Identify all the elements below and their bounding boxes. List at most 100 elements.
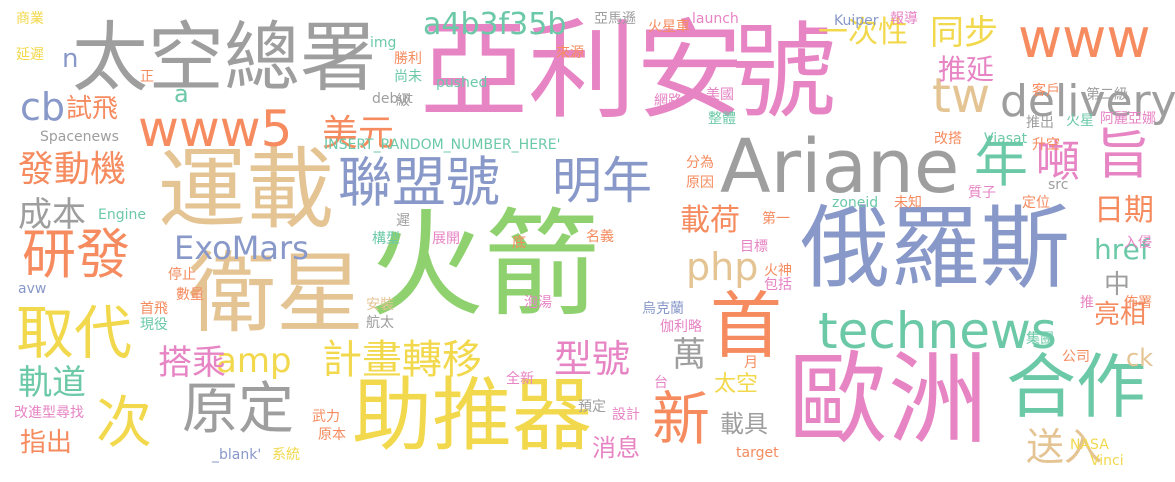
word-gaijinxing: 改進型尋找 [14, 405, 84, 421]
word-jialilue: 伽利略 [660, 319, 702, 335]
word-yuding: 預定 [578, 399, 606, 415]
word-a: a [174, 80, 189, 108]
word-ck: ck [1126, 344, 1154, 372]
word-wan: 萬 [672, 335, 706, 375]
word-liangxiang: 亮相 [1094, 300, 1147, 330]
word-xianyi: 現役 [140, 317, 168, 333]
word-eluosi: 俄羅斯 [800, 196, 1070, 301]
word-weizhi: 未知 [894, 195, 922, 211]
word-yuanyin: 原因 [686, 175, 714, 191]
word-tui: 推 [1080, 295, 1094, 311]
word-laiyuan: 來源 [556, 45, 584, 61]
word-pushed: pushed [436, 75, 488, 91]
word-meiguo: 美國 [706, 87, 734, 103]
word-baokuo: 包括 [764, 277, 792, 293]
word-insert-random: INSERT_RANDOM_NUMBER_HERE' [324, 137, 561, 153]
word-paotang: 泡湯 [524, 295, 552, 311]
word-href: href [1094, 233, 1150, 266]
word-qudai: 取代 [16, 299, 133, 367]
word-avw: avw [18, 281, 47, 297]
word-hezuo: 合作 [1006, 346, 1146, 428]
word-vinci: Vinci [1090, 453, 1124, 469]
word-gouxing: 構型 [372, 231, 400, 247]
word-yamaxun: 亞馬遜 [594, 11, 636, 27]
word-huoxing: 火星 [1066, 113, 1094, 129]
word-www5: www5 [138, 100, 293, 158]
word-tai: 台 [654, 375, 668, 391]
word-zoneid: zoneid [832, 195, 879, 211]
word-tingzhi: 停止 [168, 267, 196, 283]
word-tw: tw [932, 68, 991, 124]
word-blank: _blank' [212, 447, 262, 463]
word-guidao: 軌道 [18, 363, 86, 403]
word-nian: 年 [974, 131, 1028, 194]
word-sheji: 設計 [612, 407, 640, 423]
word-ji: 級 [396, 93, 410, 109]
word-amp: amp [216, 341, 292, 381]
word-xin: 新 [652, 385, 711, 453]
word-n: n [62, 44, 79, 74]
word-xinghao: 型號 [554, 337, 631, 381]
word-tuichu: 推出 [1026, 115, 1054, 131]
word-yuanding: 原定 [182, 377, 294, 442]
word-technews: technews [818, 302, 1057, 360]
word-ariane: Ariane [720, 124, 960, 210]
word-bushu: 佈署 [1124, 295, 1152, 311]
word-dacheng: 搭乘 [158, 343, 226, 383]
word-www: www [1018, 7, 1151, 70]
word-kuiper: Kuiper [834, 13, 879, 29]
word-kehu: 客戶 [1032, 83, 1060, 99]
word-yalian: 亞利安 [420, 9, 745, 134]
word-dingwei: 定位 [1022, 195, 1050, 211]
word-zhong: 中 [1104, 270, 1131, 300]
word-engine: Engine [98, 207, 146, 223]
word-dun: 噸 [1036, 136, 1080, 187]
word-img: img [370, 35, 397, 51]
word-viasat: Viasat [984, 131, 1028, 147]
word-lianmenghao: 聯盟號 [338, 151, 500, 214]
word-launch: launch [692, 11, 739, 27]
word-jihuazhuanyi: 計畫轉移 [322, 337, 482, 383]
word-dierji: 第二級 [1086, 87, 1128, 103]
word-zhi: 旨 [1096, 123, 1150, 186]
word-shoufei: 首飛 [140, 301, 168, 317]
word-alimiyana: 阿麗亞娜 [1100, 111, 1156, 127]
word-fadongji: 發動機 [18, 149, 127, 190]
word-tongbu: 同步 [930, 13, 998, 53]
word-ruqin: 入侵 [1124, 235, 1152, 251]
word-cb: cb [20, 85, 66, 129]
word-taikongzongshu: 太空總署 [72, 13, 376, 102]
word-yicixing: 一次性 [818, 15, 908, 50]
word-src: src [1048, 177, 1069, 193]
word-target: target [736, 445, 779, 461]
word-zheng: 正 [140, 69, 154, 85]
word-exomars: ExoMars [174, 229, 309, 267]
word-zaihe: 載荷 [680, 203, 740, 238]
word-taikong: 太空 [714, 372, 759, 397]
word-anzhuang: 安裝 [366, 297, 394, 313]
word-hangtai: 航太 [366, 315, 394, 331]
word-chi: 遲 [396, 213, 410, 229]
word-yanchi: 延遲 [16, 47, 44, 63]
word-jituan: 集團 [1026, 331, 1054, 347]
word-mingyi: 名義 [586, 229, 614, 245]
word-shengkong: 升空 [1032, 137, 1060, 153]
word-xitong: 系統 [272, 447, 300, 463]
word-shengli: 勝利 [394, 51, 422, 67]
word-zhichu: 指出 [20, 428, 73, 458]
word-di: 底 [512, 235, 526, 251]
word-hao: 號 [732, 11, 837, 133]
word-riqi: 日期 [1094, 193, 1154, 228]
word-ouzhou: 歐洲 [788, 341, 988, 458]
word-fenwei: 分為 [686, 155, 714, 171]
word-shou: 首 [710, 284, 783, 368]
word-huoxingche: 火星車 [648, 19, 690, 35]
word-gaida: 改搭 [934, 131, 962, 147]
word-nasa: NASA [1070, 437, 1109, 453]
word-mingnian: 明年 [552, 152, 652, 210]
word-mubiao: 目標 [740, 239, 768, 255]
word-songru: 送入 [1026, 425, 1103, 469]
word-wuli: 武力 [312, 409, 340, 425]
word-shangwei: 尚未 [394, 69, 422, 85]
